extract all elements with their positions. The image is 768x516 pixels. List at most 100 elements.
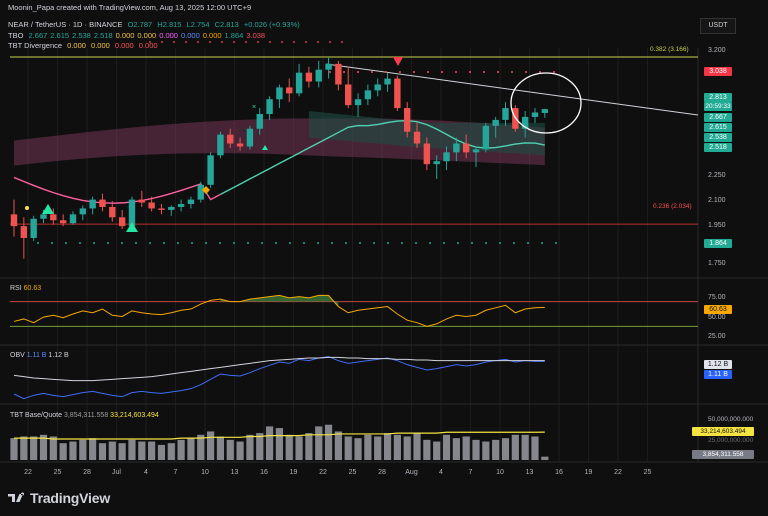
support-dot <box>247 242 249 244</box>
tbo-label[interactable]: TBO <box>8 31 24 40</box>
tbt-volume-label: 3,854,311.558 <box>692 450 754 459</box>
candle-body <box>256 113 263 129</box>
candle-body <box>433 161 440 165</box>
cross-marker: × <box>252 104 256 111</box>
tbt-label[interactable]: TBT Base/Quote <box>10 412 63 419</box>
volume-bar <box>236 441 244 460</box>
time-axis-label: Jul <box>112 469 121 476</box>
candle-body <box>305 72 313 82</box>
volume-bar <box>246 434 254 460</box>
volume-bar <box>10 438 18 460</box>
candle-body <box>168 206 175 210</box>
symbol-header[interactable]: NEAR / TetherUS · 1D · BINANCE O2.787 H2… <box>8 20 303 29</box>
volume-bar <box>462 436 470 460</box>
volume-bar <box>501 438 510 460</box>
bar-countdown-label: 20:59:33 <box>704 102 732 111</box>
currency-selector[interactable]: USDT <box>700 18 736 34</box>
tbo-values: 2.667 2.615 2.538 2.518 0.000 0.000 0.000 0.000… <box>29 31 269 40</box>
candle-body <box>286 87 293 94</box>
tbo-indicator-legend[interactable]: TBO 2.667 2.615 2.538 2.518 0.000 0.000 0.000 0… <box>8 31 271 40</box>
divergence-legend[interactable]: TBT Divergence 0.000 0.000 0.000 0.000 <box>8 41 161 50</box>
volume-bar <box>393 434 401 460</box>
time-axis-label: 4 <box>144 469 148 476</box>
support-dot <box>429 242 431 244</box>
price-tick: 3.200 <box>708 47 726 54</box>
tradingview-logo[interactable]: TradingView <box>8 490 110 506</box>
candle-body <box>79 208 87 215</box>
support-dot <box>219 242 221 244</box>
support-dot <box>37 242 39 244</box>
candle-body <box>177 204 185 207</box>
volume-bar <box>118 443 126 460</box>
candle-body <box>20 226 28 238</box>
candle-body <box>158 208 165 210</box>
resistance-dot <box>511 71 513 73</box>
candle-body <box>462 143 470 153</box>
volume-bar <box>344 436 352 460</box>
support-dot <box>93 242 95 244</box>
time-axis-label: 19 <box>584 469 593 476</box>
fib-236-label: 0.236 (2.034) <box>653 203 692 210</box>
volume-bar <box>187 438 195 460</box>
volume-bar <box>521 434 529 460</box>
resistance-dot <box>245 41 247 43</box>
divergence-label[interactable]: TBT Divergence <box>8 41 63 50</box>
resistance-dot <box>329 71 331 73</box>
price-tick: 1.750 <box>708 260 726 267</box>
support-dot <box>373 242 375 244</box>
time-axis-label: 25 <box>53 469 62 476</box>
rsi-tick: 25.00 <box>708 333 726 340</box>
volume-bar <box>482 441 490 460</box>
volume-bar <box>256 433 264 460</box>
resistance-dot <box>539 71 541 73</box>
resistance-dot <box>427 71 429 73</box>
resistance-dot <box>305 41 307 43</box>
volume-bar <box>128 439 136 460</box>
candle-body <box>413 131 421 144</box>
candle-body <box>404 108 411 132</box>
resistance-dot <box>149 41 151 43</box>
obv-value-2: 1.12 B <box>48 352 69 359</box>
volume-bar <box>374 436 382 460</box>
time-axis-label: 16 <box>260 469 268 476</box>
symbol-name[interactable]: NEAR / TetherUS · 1D · BINANCE <box>8 20 123 29</box>
tbo-value: 2.667 <box>28 31 48 40</box>
ohlc-high: H2.815 <box>157 20 182 29</box>
resistance-dot <box>371 71 373 73</box>
time-axis-label: 19 <box>289 469 298 476</box>
support-dot <box>317 242 319 244</box>
resistance-dot <box>221 41 223 43</box>
support-dot <box>331 242 333 244</box>
tbt-legend[interactable]: TBT Base/Quote 3,854,311.558 33,214,603.… <box>10 412 159 419</box>
divergence-value-3: 0.000 <box>114 41 134 50</box>
rsi-label[interactable]: RSI <box>10 285 22 292</box>
rsi-value-label: 60.63 <box>704 305 732 314</box>
tbo-value: 0.000 <box>115 31 135 40</box>
tbo-value: 0.000 <box>137 31 157 40</box>
tbt-tick: 50,000,000.000 <box>708 416 754 423</box>
time-axis-label: 28 <box>83 469 91 476</box>
candle-body <box>227 134 234 144</box>
volume-bar <box>403 436 411 460</box>
rsi-legend[interactable]: RSI 60.63 <box>10 285 41 292</box>
candle-body <box>99 199 106 207</box>
resistance-dot <box>441 71 443 73</box>
support-dot <box>303 242 305 244</box>
obv-label[interactable]: OBV <box>10 352 25 359</box>
support-dot <box>191 242 193 244</box>
candle-body <box>374 84 381 91</box>
resistance-dot <box>525 71 527 73</box>
resistance-dot <box>357 71 359 73</box>
candle-body <box>207 155 214 185</box>
tbo-fast-line-bull <box>220 119 545 196</box>
candle-body <box>335 63 342 85</box>
candle-body <box>325 63 332 70</box>
obv-legend[interactable]: OBV 1.11 B 1.12 B <box>10 352 69 359</box>
volume-bar <box>148 441 156 460</box>
support-dot <box>107 242 109 244</box>
resistance-dot <box>293 41 295 43</box>
buy-signal-marker <box>126 222 138 232</box>
support-dot <box>149 242 151 244</box>
